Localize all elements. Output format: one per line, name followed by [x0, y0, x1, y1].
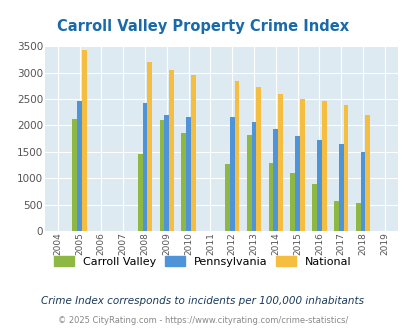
- Bar: [321, 101, 326, 231]
- Bar: [224, 164, 229, 231]
- Bar: [277, 94, 282, 231]
- Bar: [164, 115, 169, 231]
- Bar: [294, 136, 299, 231]
- Bar: [142, 103, 147, 231]
- Bar: [290, 174, 294, 231]
- Bar: [338, 145, 343, 231]
- Bar: [77, 101, 82, 231]
- Bar: [186, 117, 190, 231]
- Bar: [360, 152, 364, 231]
- Bar: [355, 203, 360, 231]
- Bar: [333, 201, 338, 231]
- Bar: [72, 118, 77, 231]
- Bar: [256, 87, 260, 231]
- Bar: [137, 154, 142, 231]
- Bar: [159, 120, 164, 231]
- Bar: [169, 71, 173, 231]
- Bar: [343, 105, 347, 231]
- Bar: [181, 133, 186, 231]
- Bar: [364, 115, 369, 231]
- Legend: Carroll Valley, Pennsylvania, National: Carroll Valley, Pennsylvania, National: [54, 256, 351, 267]
- Bar: [229, 117, 234, 231]
- Bar: [311, 184, 316, 231]
- Bar: [268, 163, 273, 231]
- Text: Crime Index corresponds to incidents per 100,000 inhabitants: Crime Index corresponds to incidents per…: [41, 296, 364, 306]
- Bar: [299, 99, 304, 231]
- Bar: [246, 135, 251, 231]
- Bar: [273, 129, 277, 231]
- Text: Carroll Valley Property Crime Index: Carroll Valley Property Crime Index: [57, 19, 348, 34]
- Bar: [190, 75, 195, 231]
- Text: © 2025 CityRating.com - https://www.cityrating.com/crime-statistics/: © 2025 CityRating.com - https://www.city…: [58, 316, 347, 325]
- Bar: [147, 61, 152, 231]
- Bar: [316, 140, 321, 231]
- Bar: [251, 122, 256, 231]
- Bar: [82, 50, 87, 231]
- Bar: [234, 81, 239, 231]
